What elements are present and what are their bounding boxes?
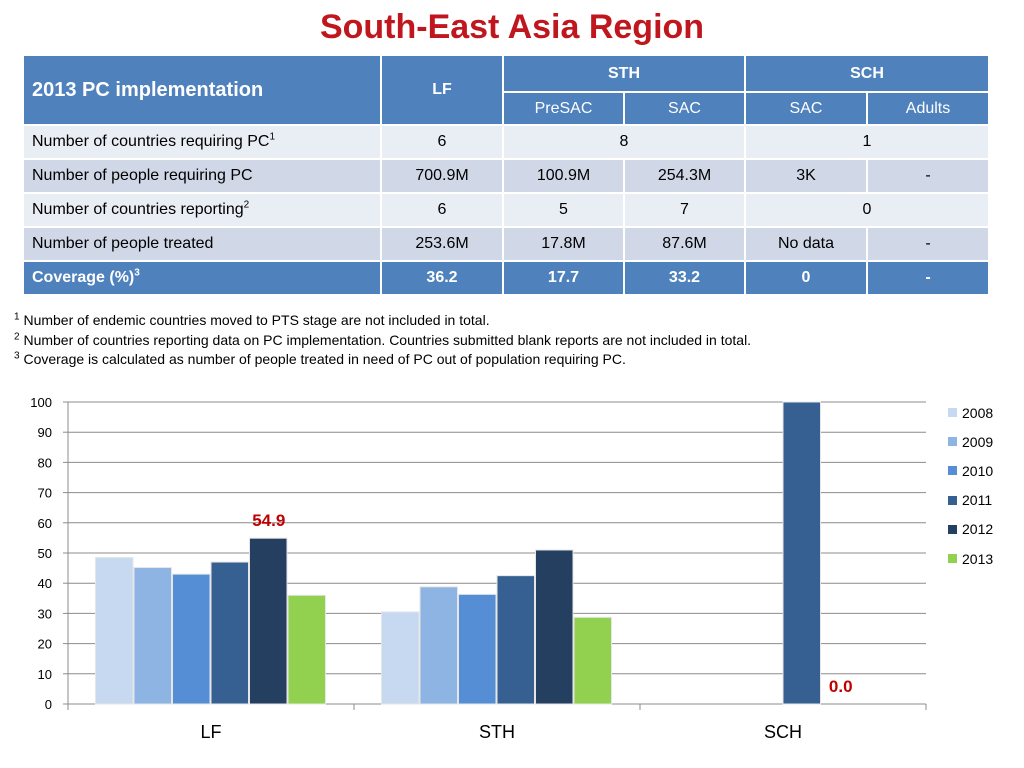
x-tick-label: LF <box>200 722 221 742</box>
row-label: Coverage (%)3 <box>22 260 382 296</box>
table-cell: 5 <box>502 192 625 228</box>
table-cell: 0 <box>744 192 990 228</box>
legend-item: 2010 <box>948 456 993 485</box>
table-header-sth-sac: SAC <box>623 91 746 126</box>
legend-item: 2013 <box>948 544 993 573</box>
table-cell: - <box>866 158 990 194</box>
y-tick-label: 50 <box>38 546 52 561</box>
table-cell: 36.2 <box>380 260 504 296</box>
table-header-sth: STH <box>502 54 746 93</box>
legend-swatch <box>948 524 957 534</box>
table-cell: 0 <box>744 260 868 296</box>
legend-item: 2011 <box>948 486 993 515</box>
table-header-lf: LF <box>380 54 504 126</box>
table-header-main: 2013 PC implementation <box>22 54 382 126</box>
table-row: Number of people treated 253.6M 17.8M 87… <box>22 226 990 262</box>
bar-sth-2008 <box>381 611 420 705</box>
legend-label: 2012 <box>962 521 994 538</box>
bar-lf-2012 <box>249 537 288 705</box>
table-row: Number of countries requiring PC1 6 8 1 <box>22 124 990 160</box>
table-cell: 254.3M <box>623 158 746 194</box>
bar-sth-2013 <box>573 616 612 705</box>
x-tick-label: STH <box>479 722 515 742</box>
bar-sth-2012 <box>535 549 574 705</box>
legend-swatch <box>948 495 957 505</box>
legend-swatch <box>948 408 957 418</box>
legend-item: 2012 <box>948 515 993 544</box>
legend-swatch <box>948 554 957 564</box>
y-tick-label: 70 <box>38 486 52 501</box>
data-label: 0.0 <box>829 677 853 696</box>
row-label: Number of people requiring PC <box>22 158 382 194</box>
table-cell: 253.6M <box>380 226 504 262</box>
table-cell: 1 <box>744 124 990 160</box>
table-cell: 33.2 <box>623 260 746 296</box>
table-row: Coverage (%)3 36.2 17.7 33.2 0 - <box>22 260 990 296</box>
bar-sth-2010 <box>458 593 497 705</box>
chart-legend: 2008 2009 2010 2011 2012 2013 <box>948 398 993 573</box>
y-tick-label: 90 <box>38 425 52 440</box>
table-cell: 6 <box>380 124 504 160</box>
table-cell: 8 <box>502 124 746 160</box>
bar-lf-2010 <box>172 573 211 705</box>
bar-lf-2011 <box>210 561 249 705</box>
footnote: 3 Coverage is calculated as number of pe… <box>14 350 626 367</box>
legend-label: 2011 <box>962 492 993 509</box>
table-header-adults: Adults <box>866 91 990 126</box>
table-cell: 3K <box>744 158 868 194</box>
bar-lf-2009 <box>133 566 172 705</box>
y-tick-label: 100 <box>30 395 52 410</box>
bar-lf-2008 <box>95 557 134 705</box>
table-row: Number of people requiring PC 700.9M 100… <box>22 158 990 194</box>
bar-lf-2013 <box>287 594 326 705</box>
page-title: South-East Asia Region <box>319 8 705 46</box>
y-tick-label: 10 <box>38 667 52 682</box>
table-header-sch-sac: SAC <box>744 91 868 126</box>
table-cell: 87.6M <box>623 226 746 262</box>
row-label: Number of countries reporting2 <box>22 192 382 228</box>
bar-sth-2009 <box>419 586 458 705</box>
legend-swatch <box>948 466 957 476</box>
table-cell: - <box>866 226 990 262</box>
table-cell: 17.8M <box>502 226 625 262</box>
table-header-sch: SCH <box>744 54 990 93</box>
table-cell: 700.9M <box>380 158 504 194</box>
legend-item: 2009 <box>948 427 993 456</box>
table-cell: - <box>866 260 990 296</box>
footnote: 1 Number of endemic countries moved to P… <box>14 311 490 328</box>
legend-label: 2008 <box>962 404 994 421</box>
legend-label: 2010 <box>962 462 994 479</box>
table-header-presac: PreSAC <box>502 91 625 126</box>
table-row: Number of countries reporting2 6 5 7 0 <box>22 192 990 228</box>
y-tick-label: 30 <box>38 606 52 621</box>
footnotes: 1 Number of endemic countries moved to P… <box>14 311 751 370</box>
coverage-bar-chart: 0 10 20 30 40 50 60 70 80 90 100 LF STH SCH 54.9 0.0 <box>0 390 1024 768</box>
table-cell: 7 <box>623 192 746 228</box>
legend-item: 2008 <box>948 398 993 427</box>
row-label: Number of countries requiring PC1 <box>22 124 382 160</box>
data-label: 54.9 <box>252 511 285 530</box>
legend-swatch <box>948 437 957 447</box>
legend-label: 2009 <box>962 433 994 450</box>
chart-svg: 0 10 20 30 40 50 60 70 80 90 100 LF STH SCH 54.9 0.0 <box>30 395 927 742</box>
table-cell: No data <box>744 226 868 262</box>
x-tick-label: SCH <box>764 722 802 742</box>
bar-sth-2011 <box>496 575 535 705</box>
y-tick-label: 20 <box>38 637 52 652</box>
y-tick-label: 60 <box>38 516 52 531</box>
table-cell: 6 <box>380 192 504 228</box>
table-cell: 17.7 <box>502 260 625 296</box>
row-label: Number of people treated <box>22 226 382 262</box>
footnote: 2 Number of countries reporting data on … <box>14 330 752 348</box>
legend-label: 2013 <box>962 550 994 567</box>
table-cell: 100.9M <box>502 158 625 194</box>
pc-implementation-table: 2013 PC implementation LF STH SCH PreSAC… <box>22 54 990 296</box>
y-tick-label: 0 <box>45 697 52 712</box>
y-tick-label: 40 <box>38 576 52 591</box>
bar-sch-2011 <box>782 401 821 705</box>
y-tick-label: 80 <box>38 455 52 470</box>
